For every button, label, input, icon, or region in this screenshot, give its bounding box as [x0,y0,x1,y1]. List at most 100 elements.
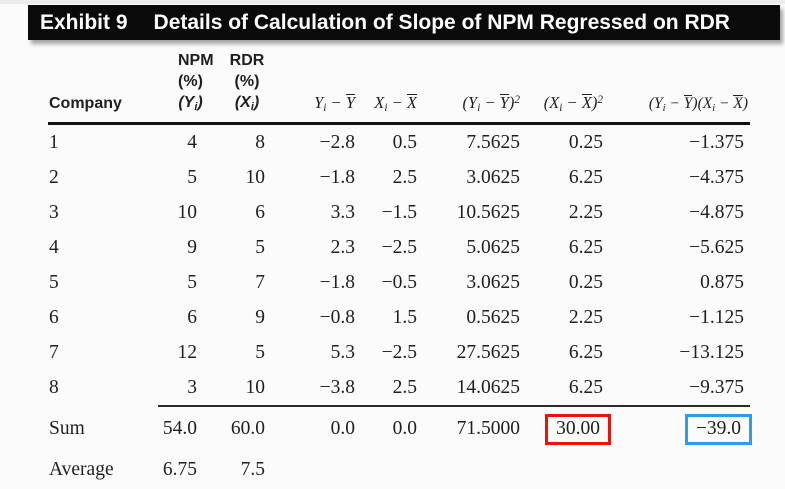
cell-cross: −4.375 [689,166,744,188]
table-row: 8 3 10 −3.8 2.5 14.0625 6.25 −9.375 [48,370,750,406]
table-row: 6 6 9 −0.8 1.5 0.5625 2.25 −1.125 [48,300,750,335]
exhibit-number-label: Exhibit 9 [40,10,128,34]
cell-rdr: 10 [245,376,266,398]
sum-xdev: 0.0 [361,405,423,451]
cell-npm: 3 [187,376,197,398]
cell-xdev: 1.5 [392,306,417,328]
cell-ydev2: 3.0625 [466,271,520,293]
table-row: 4 9 5 2.3 −2.5 5.0625 6.25 −5.625 [48,230,750,265]
cell-xdev2: 6.25 [568,166,603,188]
cell-npm: 6 [187,306,197,328]
cell-ydev2: 3.0625 [466,166,520,188]
cell-ydev2: 27.5625 [456,341,520,363]
cell-company: 1 [49,131,59,153]
cell-npm: 12 [177,341,198,363]
col-header-x-deviation: Xi − X [361,50,423,125]
cell-ydev: −2.8 [319,131,355,153]
cell-company: 7 [49,341,59,363]
cell-ydev2: 0.5625 [466,306,520,328]
cell-ydev: 3.3 [330,201,355,223]
cell-xdev: −0.5 [381,271,417,293]
cell-xdev: 2.5 [392,376,417,398]
exhibit-title-text: Details of Calculation of Slope of NPM R… [153,10,730,34]
empty-cell [423,451,526,489]
table-row: 7 12 5 5.3 −2.5 27.5625 6.25 −13.125 [48,335,750,370]
sum-ydev2: 71.5000 [423,405,526,451]
cell-xdev2: 0.25 [568,131,603,153]
cell-npm: 4 [187,131,197,153]
average-label: Average [49,459,114,480]
cell-rdr: 9 [255,306,265,328]
header-row: Company NPM (%) (Yi) RDR (%) (Xi) Yi − Y… [48,50,750,125]
cell-company: 3 [49,201,59,223]
cell-cross: −9.375 [689,376,744,398]
cell-ydev2: 10.5625 [456,201,520,223]
cell-npm: 9 [187,236,197,258]
cell-cross: −5.625 [689,236,744,258]
cell-cross: −4.875 [689,201,744,223]
red-highlight-box: 30.00 [545,413,611,445]
empty-cell [361,451,423,489]
table-row: 3 10 6 3.3 −1.5 10.5625 2.25 −4.875 [48,195,750,230]
cell-rdr: 8 [255,131,265,153]
cell-rdr: 5 [255,236,265,258]
sum-row: Sum 54.0 60.0 0.0 0.0 71.5000 30.00 −39.… [48,405,752,451]
col-header-x-deviation-squared: (Xi − X)2 [526,50,609,125]
cell-ydev2: 14.0625 [456,376,520,398]
cell-xdev: −2.5 [381,236,417,258]
cell-company: 5 [49,271,59,293]
cell-company: 2 [49,166,59,188]
table-row: 5 5 7 −1.8 −0.5 3.0625 0.25 0.875 [48,265,750,300]
cell-xdev2: 2.25 [568,201,603,223]
rdr-header-symbol: (Xi) [234,94,260,114]
average-npm: 6.75 [162,459,197,480]
npm-header-line1: NPM [178,52,214,69]
table-row: 1 4 8 −2.8 0.5 7.5625 0.25 −1.375 [48,124,750,161]
cell-ydev: 2.3 [330,236,355,258]
cell-xdev2: 6.25 [568,376,603,398]
sum-rdr: 60.0 [203,405,271,451]
empty-cell [526,451,609,489]
col-header-y-deviation-squared: (Yi − Y)2 [423,50,526,125]
sum-npm: 54.0 [158,405,203,451]
npm-header-line2: (%) [178,73,203,90]
cell-xdev: −1.5 [381,201,417,223]
cell-company: 8 [49,377,59,398]
average-rdr: 7.5 [240,459,265,480]
rdr-header-line2: (%) [234,73,260,90]
cell-rdr: 5 [255,341,265,363]
regression-calculation-table: Company NPM (%) (Yi) RDR (%) (Xi) Yi − Y… [48,50,752,489]
cell-ydev: 5.3 [330,341,355,363]
npm-header-symbol: (Yi) [178,94,203,114]
blue-highlight-box: −39.0 [684,413,752,445]
col-header-npm: NPM (%) (Yi) [158,50,214,125]
sum-label: Sum [49,417,85,439]
cell-ydev: −1.8 [319,166,355,188]
col-header-y-deviation: Yi − Y [271,50,361,125]
cell-rdr: 6 [255,201,265,223]
cell-xdev2: 0.25 [568,271,603,293]
cell-rdr: 7 [255,271,265,293]
cell-npm: 5 [187,271,197,293]
cell-xdev: −2.5 [381,341,417,363]
cell-xdev2: 6.25 [568,341,603,363]
cell-cross: −13.125 [679,341,744,363]
cell-cross: 0.875 [700,271,744,293]
top-strip [0,0,785,4]
sum-ydev: 0.0 [271,405,361,451]
cell-xdev2: 2.25 [568,306,603,328]
cell-ydev: −3.8 [319,376,355,398]
rdr-header-line1: RDR [229,52,265,69]
cell-ydev2: 5.0625 [466,236,520,258]
cell-xdev: 0.5 [392,131,417,153]
cell-cross: −1.375 [689,131,744,153]
cell-ydev2: 7.5625 [466,131,520,153]
col-header-rdr: RDR (%) (Xi) [203,50,271,125]
col-header-company: Company [48,50,158,125]
cell-rdr: 10 [245,166,266,188]
cell-xdev: 2.5 [392,166,417,188]
cell-ydev: −1.8 [319,271,355,293]
empty-cell [271,451,361,489]
average-row: Average 6.75 7.5 [48,451,750,489]
